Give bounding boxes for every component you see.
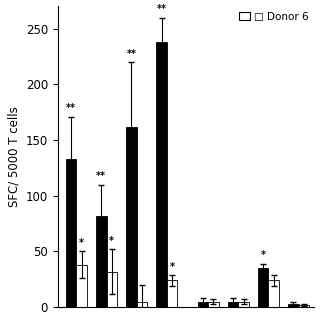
- Bar: [156, 42, 167, 307]
- Bar: [198, 302, 208, 307]
- Text: *: *: [79, 238, 84, 248]
- Text: *: *: [261, 251, 266, 260]
- Bar: [258, 268, 268, 307]
- Legend: □ Donor 6: □ Donor 6: [239, 12, 308, 22]
- Text: **: **: [66, 103, 76, 113]
- Text: *: *: [109, 236, 114, 246]
- Bar: [137, 302, 147, 307]
- Bar: [299, 305, 309, 307]
- Bar: [208, 302, 219, 307]
- Bar: [228, 302, 238, 307]
- Text: **: **: [96, 171, 106, 181]
- Bar: [96, 216, 107, 307]
- Bar: [288, 304, 299, 307]
- Text: **: **: [126, 49, 136, 59]
- Y-axis label: SFC/ 5000 T cells: SFC/ 5000 T cells: [7, 107, 20, 207]
- Bar: [238, 302, 249, 307]
- Bar: [66, 159, 76, 307]
- Bar: [107, 272, 117, 307]
- Bar: [126, 127, 137, 307]
- Text: **: **: [156, 4, 166, 14]
- Bar: [167, 280, 177, 307]
- Bar: [76, 265, 87, 307]
- Bar: [268, 280, 279, 307]
- Text: *: *: [170, 261, 174, 272]
